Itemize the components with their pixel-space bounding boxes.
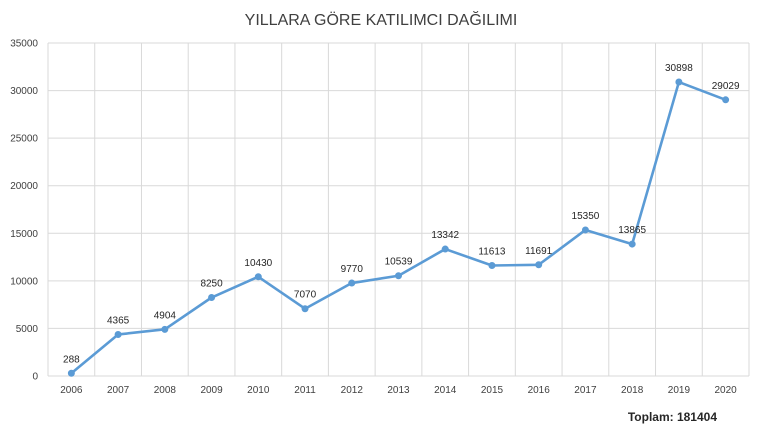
- series: [67, 78, 730, 377]
- y-tick-label: 5000: [16, 324, 39, 335]
- data-label: 13342: [431, 230, 459, 241]
- x-tick-label: 2012: [341, 385, 364, 396]
- x-tick-label: 2010: [247, 385, 270, 396]
- data-label: 7070: [294, 290, 317, 301]
- data-label: 13865: [618, 225, 646, 236]
- data-label: 10539: [385, 257, 413, 268]
- data-point: [581, 226, 589, 234]
- x-tick-label: 2016: [528, 385, 551, 396]
- x-tick-label: 2008: [154, 385, 177, 396]
- y-tick-label: 10000: [10, 276, 38, 287]
- data-label: 30898: [665, 63, 693, 74]
- x-tick-label: 2013: [387, 385, 410, 396]
- data-label: 288: [63, 354, 80, 365]
- x-tick-label: 2011: [294, 385, 316, 396]
- data-label: 29029: [712, 81, 740, 92]
- data-point: [348, 279, 356, 287]
- chart-title: YILLARA GÖRE KATILIMCI DAĞILIMI: [245, 10, 518, 29]
- grid: [47, 42, 750, 377]
- y-tick-label: 25000: [10, 134, 38, 145]
- y-tick-label: 20000: [10, 181, 38, 192]
- data-point: [722, 96, 730, 104]
- x-tick-label: 2019: [668, 385, 691, 396]
- y-tick-label: 0: [32, 372, 38, 383]
- data-label: 11613: [478, 247, 506, 258]
- data-point: [208, 294, 216, 302]
- data-point: [67, 369, 75, 377]
- data-point: [254, 273, 262, 281]
- data-point: [628, 240, 636, 248]
- x-tick-label: 2014: [434, 385, 457, 396]
- data-labels: 288 4365 4904 8250 10430 7070 9770 10539 13342 11…: [63, 63, 740, 365]
- data-label: 8250: [200, 279, 223, 290]
- x-axis: 2006 2007 2008 2009 2010 2011 2012 2013 2014 2015…: [60, 385, 737, 396]
- data-point: [114, 330, 122, 338]
- data-point: [161, 325, 169, 333]
- x-tick-label: 2020: [715, 385, 738, 396]
- data-label: 4365: [107, 315, 130, 326]
- data-point: [535, 261, 543, 269]
- data-label: 11691: [525, 246, 553, 257]
- data-label: 15350: [572, 211, 600, 222]
- data-point: [488, 262, 496, 270]
- total-label: Toplam: 181404: [628, 410, 717, 424]
- x-tick-label: 2009: [200, 385, 223, 396]
- x-tick-label: 2006: [60, 385, 83, 396]
- data-point: [675, 78, 683, 86]
- x-tick-label: 2007: [107, 385, 130, 396]
- y-tick-label: 15000: [10, 229, 38, 240]
- data-label: 4904: [154, 310, 177, 321]
- x-tick-label: 2018: [621, 385, 644, 396]
- y-axis: 0 5000 10000 15000 20000 25000 30000 35000: [10, 39, 38, 383]
- x-tick-label: 2017: [574, 385, 597, 396]
- x-tick-label: 2015: [481, 385, 504, 396]
- data-label: 9770: [341, 264, 364, 275]
- y-tick-label: 30000: [10, 86, 38, 97]
- y-tick-label: 35000: [10, 39, 38, 50]
- data-point: [395, 272, 402, 280]
- data-label: 10430: [244, 258, 272, 269]
- data-point: [441, 245, 449, 253]
- data-point: [301, 305, 309, 313]
